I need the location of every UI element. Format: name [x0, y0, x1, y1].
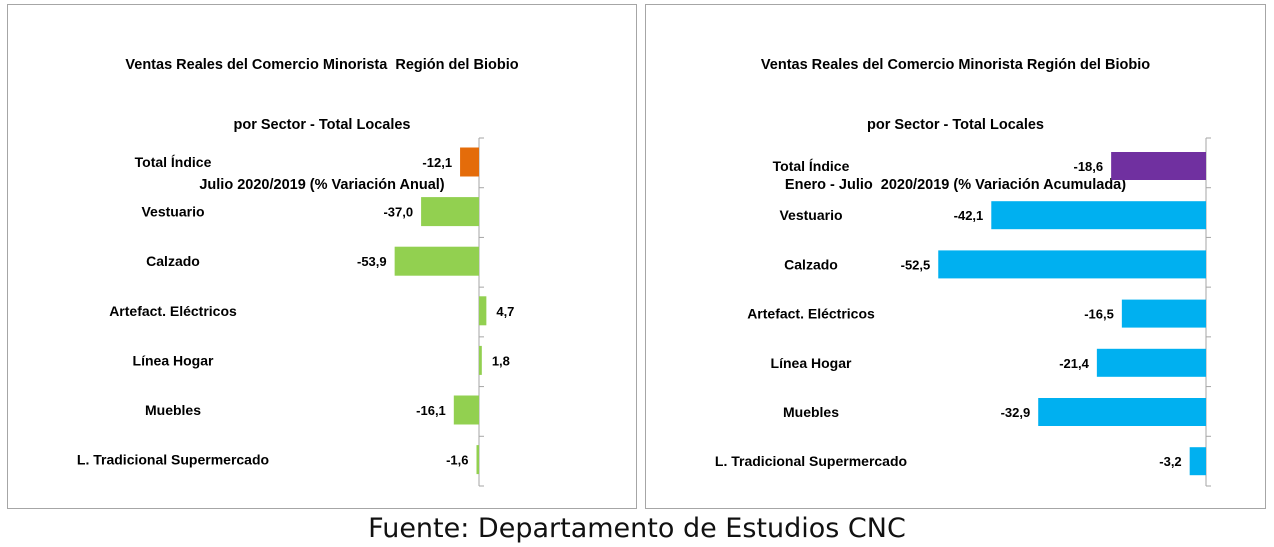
category-label: Total Índice — [773, 158, 850, 174]
category-label: L. Tradicional Supermercado — [715, 453, 907, 469]
data-label: -1,6 — [446, 453, 468, 468]
data-label: -53,9 — [357, 254, 387, 269]
bar — [479, 296, 487, 326]
bar-chart-right: Total Índice -18,6 Vestuario -42,1 Calzado -5… — [715, 137, 1211, 487]
bar — [1096, 348, 1206, 377]
source-note: Fuente: Departamento de Estudios CNC — [368, 513, 906, 544]
bar — [479, 345, 482, 375]
chart-title-line: Julio 2020/2019 (% Variación Anual) — [199, 177, 445, 193]
chart-title-left: Ventas Reales del Comercio Minorista Reg… — [8, 15, 636, 235]
bar — [421, 197, 479, 227]
category-label: Vestuario — [779, 207, 842, 223]
category-label: Muebles — [145, 402, 201, 418]
chart-title-line: por Sector - Total Locales — [233, 117, 411, 133]
data-label: -42,1 — [954, 208, 984, 223]
bar — [1038, 398, 1206, 426]
category-label: Calzado — [784, 256, 838, 272]
data-label: -52,5 — [901, 257, 931, 272]
bar-chart-left: Total Índice -12,1 Vestuario -37,0 Calzado -5… — [77, 137, 514, 487]
category-label: Vestuario — [141, 204, 204, 220]
category-label: Total Índice — [135, 154, 212, 170]
chart-title-line: por Sector - Total Locales — [867, 117, 1044, 133]
bar — [938, 250, 1206, 279]
chart-title-line: Ventas Reales del Comercio Minorista Reg… — [125, 57, 519, 73]
data-label: -21,4 — [1059, 356, 1089, 371]
data-label: -18,6 — [1073, 159, 1103, 174]
data-label: -37,0 — [383, 205, 413, 220]
data-label: -16,5 — [1084, 307, 1114, 322]
bar — [991, 201, 1206, 230]
chart-panel-right: Ventas Reales del Comercio Minorista Reg… — [645, 4, 1266, 509]
bar — [1111, 152, 1206, 180]
category-label: Muebles — [783, 404, 839, 420]
category-label: Artefact. Eléctricos — [747, 306, 875, 322]
data-label: 1,8 — [492, 353, 510, 368]
category-label: Artefact. Eléctricos — [109, 303, 237, 319]
category-label: Calzado — [146, 253, 200, 269]
bar — [460, 147, 479, 177]
category-label: Línea Hogar — [133, 352, 214, 368]
bar — [1189, 447, 1206, 476]
bar — [1121, 299, 1206, 328]
bar — [453, 395, 479, 425]
category-label: L. Tradicional Supermercado — [77, 452, 269, 468]
chart-title-line: Ventas Reales del Comercio Minorista Reg… — [760, 57, 1151, 73]
chart-title-right: Ventas Reales del Comercio Minorista Reg… — [646, 15, 1265, 235]
data-label: 4,7 — [496, 304, 514, 319]
chart-panel-left: Ventas Reales del Comercio Minorista Reg… — [7, 4, 637, 509]
data-label: -16,1 — [416, 403, 446, 418]
data-label: -3,2 — [1159, 454, 1181, 469]
data-label: -32,9 — [1001, 405, 1031, 420]
bar — [394, 246, 479, 276]
chart-title-line: Enero - Julio 2020/2019 (% Variación Acu… — [784, 177, 1127, 193]
data-label: -12,1 — [422, 155, 452, 170]
category-label: Línea Hogar — [771, 355, 852, 371]
bar — [476, 445, 479, 475]
